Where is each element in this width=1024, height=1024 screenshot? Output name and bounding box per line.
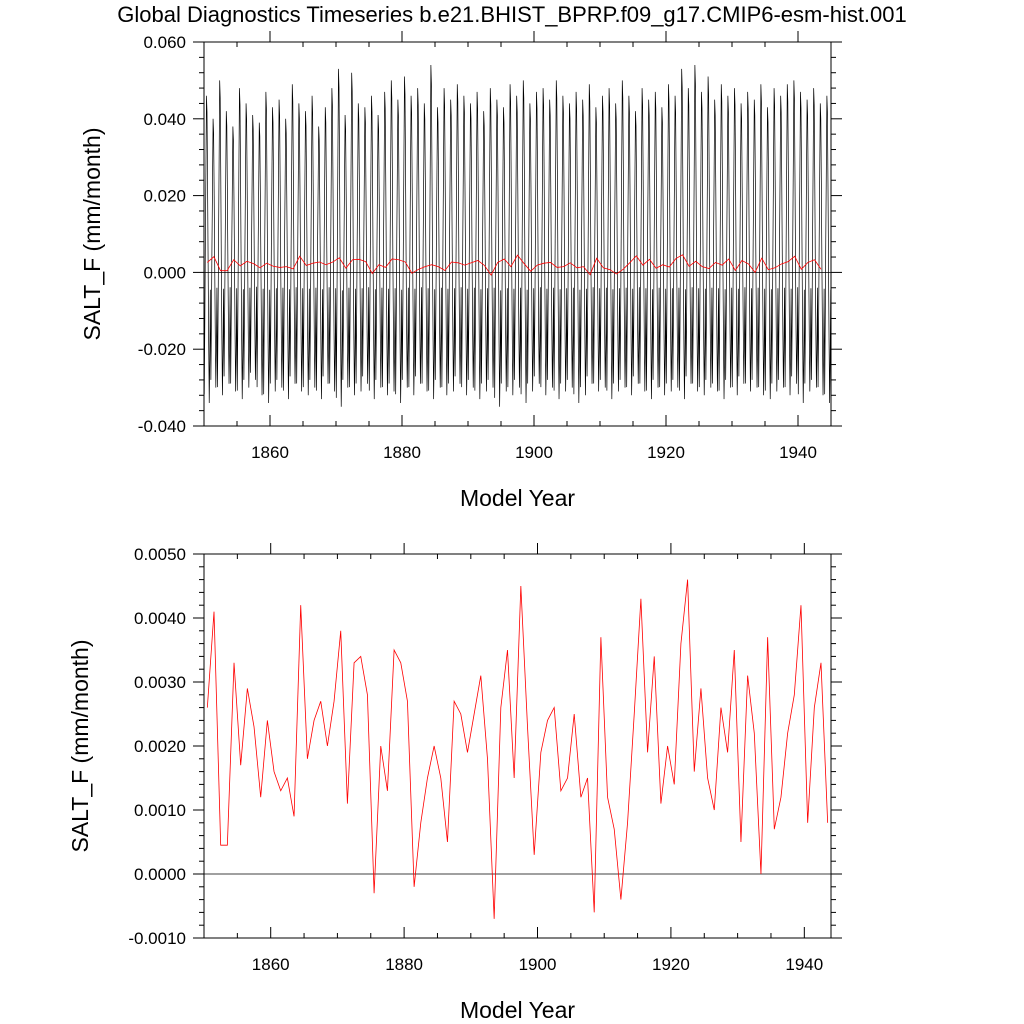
figure-title: Global Diagnostics Timeseries b.e21.BHIS… <box>117 2 907 27</box>
plot-frame <box>203 553 832 939</box>
bottom-panel: 1860 1880 1900 1920 1940 -0.0010 0.0000 0.0010 0… <box>67 543 842 1023</box>
x-tick-label: 1900 <box>515 443 553 462</box>
y-tick-label: 0.0010 <box>134 801 186 820</box>
x-tick-label: 1880 <box>385 955 423 974</box>
y-tick-label: 0.0050 <box>134 545 186 564</box>
x-tick-label: 1920 <box>647 443 685 462</box>
x-axis-title: Model Year <box>460 997 575 1023</box>
x-tick-label: 1940 <box>785 955 823 974</box>
plot-frame <box>203 41 832 427</box>
y-tick-label: 0.020 <box>143 187 186 206</box>
x-tick-label: 1900 <box>519 955 557 974</box>
x-tick-label: 1940 <box>779 443 817 462</box>
y-axis-title: SALT_F (mm/month) <box>67 640 93 853</box>
plot-area <box>204 579 831 919</box>
y-tick-label: -0.0010 <box>128 929 186 948</box>
y-tick-label: 0.060 <box>143 33 186 52</box>
x-tick-label: 1880 <box>383 443 421 462</box>
x-tick-label: 1860 <box>252 955 290 974</box>
y-tick-label: 0.000 <box>143 263 186 282</box>
y-tick-label: 0.0000 <box>134 865 186 884</box>
plot-area <box>204 65 831 407</box>
y-tick-label: 0.0030 <box>134 673 186 692</box>
y-tick-label: 0.0040 <box>134 609 186 628</box>
annual-mean-series-line <box>207 254 822 276</box>
x-tick-label: 1920 <box>652 955 690 974</box>
y-axis-title: SALT_F (mm/month) <box>79 128 105 341</box>
y-tick-label: -0.040 <box>138 417 186 436</box>
monthly-series-line <box>204 65 831 407</box>
x-tick-label: 1860 <box>251 443 289 462</box>
y-tick-label: -0.020 <box>138 340 186 359</box>
top-panel: 1860 1880 1900 1920 1940 -0.040 -0.020 0.000 0.0… <box>79 31 842 511</box>
x-axis-title: Model Year <box>460 485 575 511</box>
annual-mean-series-line <box>206 579 829 919</box>
y-tick-label: 0.0020 <box>134 737 186 756</box>
y-tick-label: 0.040 <box>143 110 186 129</box>
